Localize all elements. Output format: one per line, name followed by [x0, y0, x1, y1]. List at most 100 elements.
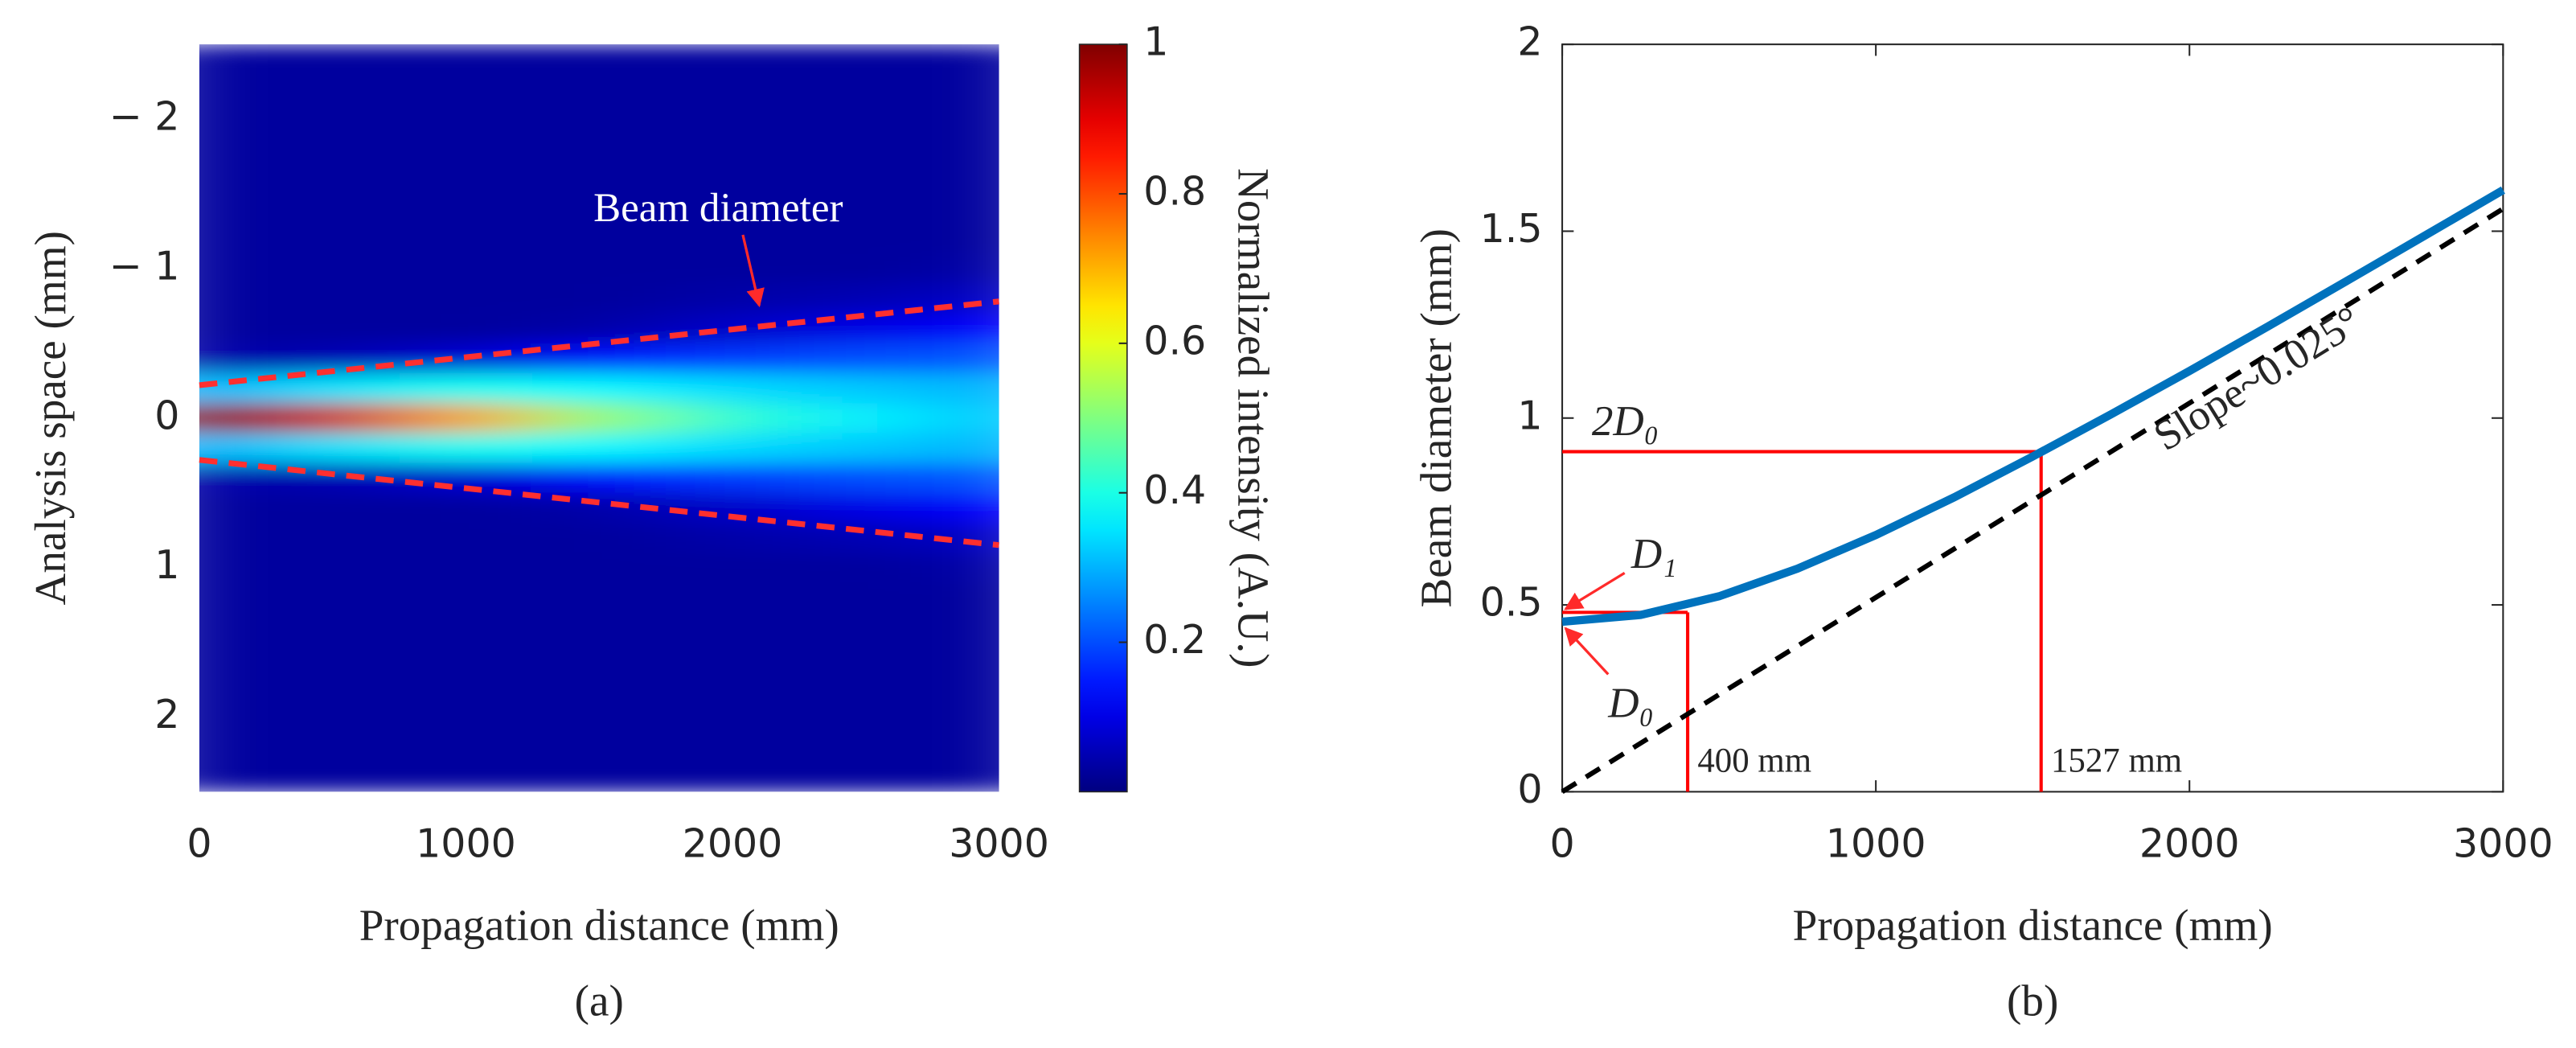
heat-cell	[798, 492, 933, 524]
colorbar-tick-label: 0.2	[1143, 617, 1206, 663]
heat-cell	[265, 433, 400, 464]
heat-cell	[399, 522, 534, 554]
heat-cell	[932, 642, 999, 673]
x-tick-label: 1000	[416, 820, 516, 866]
heat-cell	[532, 104, 667, 135]
heat-cell	[532, 433, 667, 464]
label-arrow	[1564, 571, 1626, 610]
heat-cell	[532, 701, 667, 734]
heat-cell	[265, 762, 400, 792]
colorbar-tick-label: 1	[1143, 19, 1168, 65]
y-tick-label: 0	[154, 392, 179, 438]
heat-cell	[399, 283, 534, 314]
heat-cell	[666, 762, 800, 792]
heat-cell	[399, 313, 534, 344]
heat-cell	[399, 193, 534, 225]
heat-cell	[399, 74, 534, 105]
heat-cell	[199, 44, 267, 76]
heat-cell	[199, 462, 267, 494]
heat-cell	[932, 612, 999, 643]
reference-label: 400 mm	[1697, 742, 1811, 780]
heat-cell	[399, 553, 534, 584]
heat-cell	[199, 313, 267, 344]
heat-cell	[399, 104, 534, 135]
panel-caption: (a)	[575, 976, 624, 1025]
heat-cell	[932, 224, 999, 255]
point-label: 2D₀	[1592, 398, 1659, 445]
y-tick-label: 2	[1517, 19, 1542, 65]
heat-cell	[532, 762, 667, 792]
heat-cell	[265, 701, 400, 734]
annotation-arrow	[741, 234, 765, 308]
heat-cell	[932, 553, 999, 584]
heat-cell	[798, 642, 933, 673]
heat-cell	[932, 373, 999, 405]
y-tick-label: 1	[1517, 392, 1542, 438]
heat-cell	[666, 672, 800, 703]
heat-cell	[666, 283, 800, 314]
heat-cell	[666, 433, 800, 464]
heat-cell	[932, 44, 999, 76]
heat-cell	[265, 373, 400, 405]
heat-cell	[798, 403, 933, 434]
x-tick-label: 2000	[2139, 820, 2240, 866]
heat-cell	[532, 553, 667, 584]
point-label: D₀	[1607, 680, 1654, 726]
heat-cell	[798, 74, 933, 105]
y-tick-label: 1.5	[1480, 206, 1543, 252]
heat-cell	[532, 253, 667, 285]
heat-cell	[932, 762, 999, 792]
heat-cell	[265, 74, 400, 105]
y-tick-label: 0.5	[1480, 580, 1543, 626]
y-tick-label: − 2	[109, 94, 180, 140]
heat-cell	[666, 224, 800, 255]
heat-cell	[199, 553, 267, 584]
heat-cell	[798, 193, 933, 225]
heat-cell	[265, 104, 400, 135]
heat-cell	[265, 492, 400, 524]
heat-cell	[265, 553, 400, 584]
heat-cell	[199, 403, 267, 434]
heat-cell	[199, 672, 267, 703]
heat-cell	[932, 672, 999, 703]
heat-cell	[666, 373, 800, 405]
heat-cell	[532, 373, 667, 405]
heat-cell	[199, 732, 267, 763]
heat-cell	[265, 672, 400, 703]
heat-cell	[532, 582, 667, 614]
heat-cell	[265, 253, 400, 285]
heat-cell	[265, 283, 400, 314]
heat-cell	[666, 732, 800, 763]
heat-cell	[399, 373, 534, 405]
colorbar-tick-label: 0.8	[1143, 168, 1206, 214]
x-tick-label: 3000	[2453, 820, 2553, 866]
y-tick-label: − 1	[109, 243, 180, 289]
heat-cell	[399, 672, 534, 703]
heat-cell	[666, 642, 800, 673]
plot-box	[1561, 43, 2504, 793]
heat-cell	[532, 732, 667, 763]
heat-cell	[798, 343, 933, 375]
y-tick-label: 1	[154, 542, 179, 588]
heat-cell	[666, 701, 800, 734]
x-tick-label: 1000	[1826, 820, 1926, 866]
heat-cell	[265, 522, 400, 554]
heat-cell	[532, 403, 667, 434]
heat-cell	[932, 462, 999, 494]
heat-cell	[798, 373, 933, 405]
heat-cell	[666, 553, 800, 584]
heat-cell	[666, 582, 800, 614]
heat-cell	[666, 343, 800, 375]
heat-cell	[798, 134, 933, 165]
heatmap	[199, 44, 999, 792]
heat-cell	[199, 74, 267, 105]
heat-cell	[199, 612, 267, 643]
heat-cell	[265, 403, 400, 434]
heat-cell	[199, 642, 267, 673]
heat-cell	[532, 612, 667, 643]
heat-cell	[932, 313, 999, 344]
heat-cell	[199, 134, 267, 165]
heat-cell	[199, 522, 267, 554]
heat-cell	[932, 701, 999, 734]
heat-cell	[532, 522, 667, 554]
